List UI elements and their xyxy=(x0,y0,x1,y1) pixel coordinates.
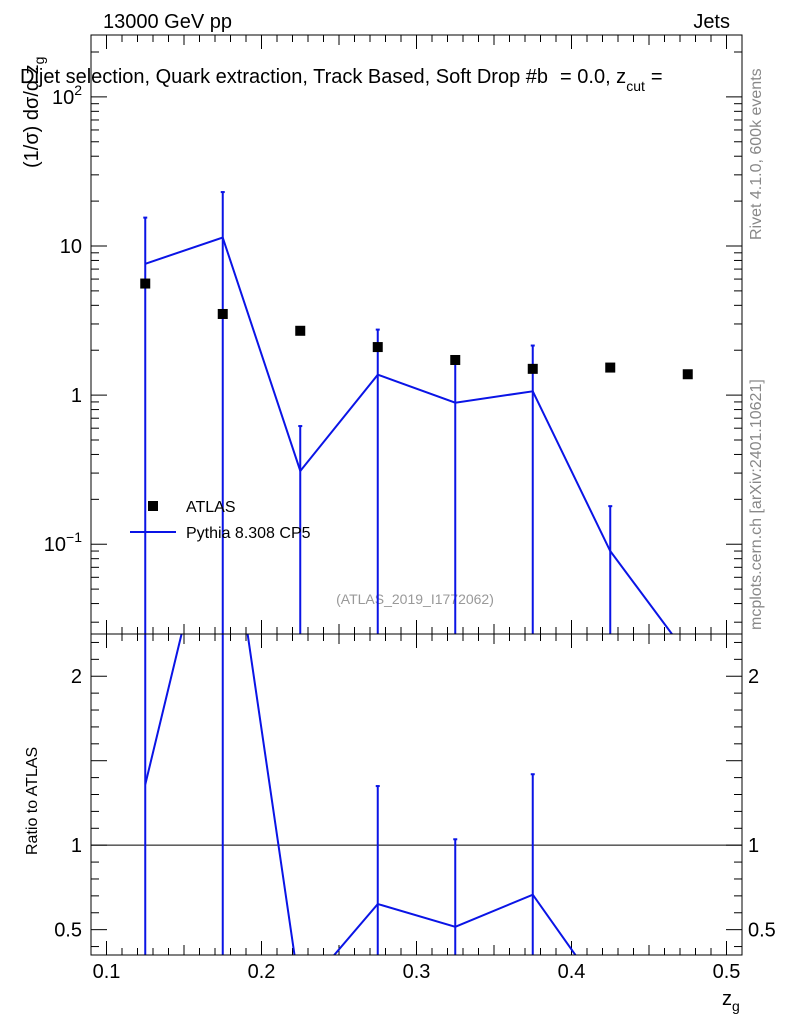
x-axis-label-text: z xyxy=(722,988,732,1010)
data-point xyxy=(217,308,228,319)
category-label: Jets xyxy=(693,11,730,33)
mcplots-label: mcplots.cern.ch [arXiv:2401.10621] xyxy=(748,379,765,630)
main-series-layer xyxy=(140,191,693,634)
x-tick-label: 0.3 xyxy=(403,961,431,983)
energy-label: 13000 GeV pp xyxy=(103,11,232,33)
rivet-version-label: Rivet 4.1.0, 600k events xyxy=(748,68,765,240)
y-tick-label: 10−1 xyxy=(44,529,82,556)
ratio-y-tick-label: 0.5 xyxy=(54,920,82,942)
data-point xyxy=(682,369,693,380)
data-point xyxy=(295,325,306,336)
ratio-y-tick-label-right: 1 xyxy=(748,835,759,857)
legend-mc-label: Pythia 8.308 CP5 xyxy=(186,525,311,542)
data-point xyxy=(605,362,616,373)
x-tick-label: 0.1 xyxy=(93,961,121,983)
y-axis-label-main: (1/σ) dσ/d zg xyxy=(21,57,47,168)
ratio-y-tick-label: 1 xyxy=(71,835,82,857)
y-tick-label-exponent: 2 xyxy=(74,82,82,98)
x-tick-label: 0.5 xyxy=(713,961,741,983)
ratio-y-tick-label-right: 2 xyxy=(748,666,759,688)
zcut-sub: cut xyxy=(626,78,645,94)
y-tick-label: 1 xyxy=(71,385,82,407)
y-tick-label: 10 xyxy=(60,236,82,258)
ratio-plot-panel: 0.1 0.2 0.3 0.4 0.5 0.5 0.5 1 1 2 2 xyxy=(54,633,776,983)
ratio-series-layer xyxy=(144,634,577,955)
legend: ATLAS Pythia 8.308 CP5 xyxy=(130,499,311,542)
zcut-tail: = xyxy=(651,66,663,88)
ratio-series-line xyxy=(144,634,577,955)
y-tick-label-base: 10 xyxy=(52,87,74,109)
y-axis-label-main-sub: g xyxy=(31,57,47,65)
data-point xyxy=(527,363,538,374)
x-tick-label: 0.4 xyxy=(558,961,586,983)
legend-data-marker xyxy=(148,501,158,511)
data-point xyxy=(140,278,151,289)
y-tick-label-exponent: −1 xyxy=(66,529,82,545)
selection-text: Dijet selection, Quark extraction, Track… xyxy=(20,66,548,88)
x-axis-label-sub: g xyxy=(732,998,740,1014)
selection-label: Dijet selection, Quark extraction, Track… xyxy=(20,66,663,94)
analysis-id-label: (ATLAS_2019_I1772062) xyxy=(336,591,494,607)
data-point xyxy=(450,354,461,365)
data-point xyxy=(372,342,383,353)
y-axis-label-ratio: Ratio to ATLAS xyxy=(24,747,41,855)
x-tick-label: 0.2 xyxy=(248,961,276,983)
legend-data-label: ATLAS xyxy=(186,499,236,516)
y-tick-label: 102 xyxy=(52,82,82,109)
y-axis-label-main-text: (1/σ) dσ/d z xyxy=(21,64,43,168)
x-axis-label: zg xyxy=(722,988,740,1014)
ratio-y-tick-label: 2 xyxy=(71,666,82,688)
y-tick-label-base: 10 xyxy=(44,534,66,556)
mc-series-line xyxy=(144,236,674,634)
beta-text: = 0.0, z xyxy=(560,66,626,88)
ratio-y-tick-label-right: 0.5 xyxy=(748,920,776,942)
ratio-plot-frame xyxy=(90,633,743,956)
ratio-axis-ticks: 0.1 0.2 0.3 0.4 0.5 0.5 0.5 1 1 2 2 xyxy=(54,634,776,983)
main-plot-frame xyxy=(90,34,743,635)
